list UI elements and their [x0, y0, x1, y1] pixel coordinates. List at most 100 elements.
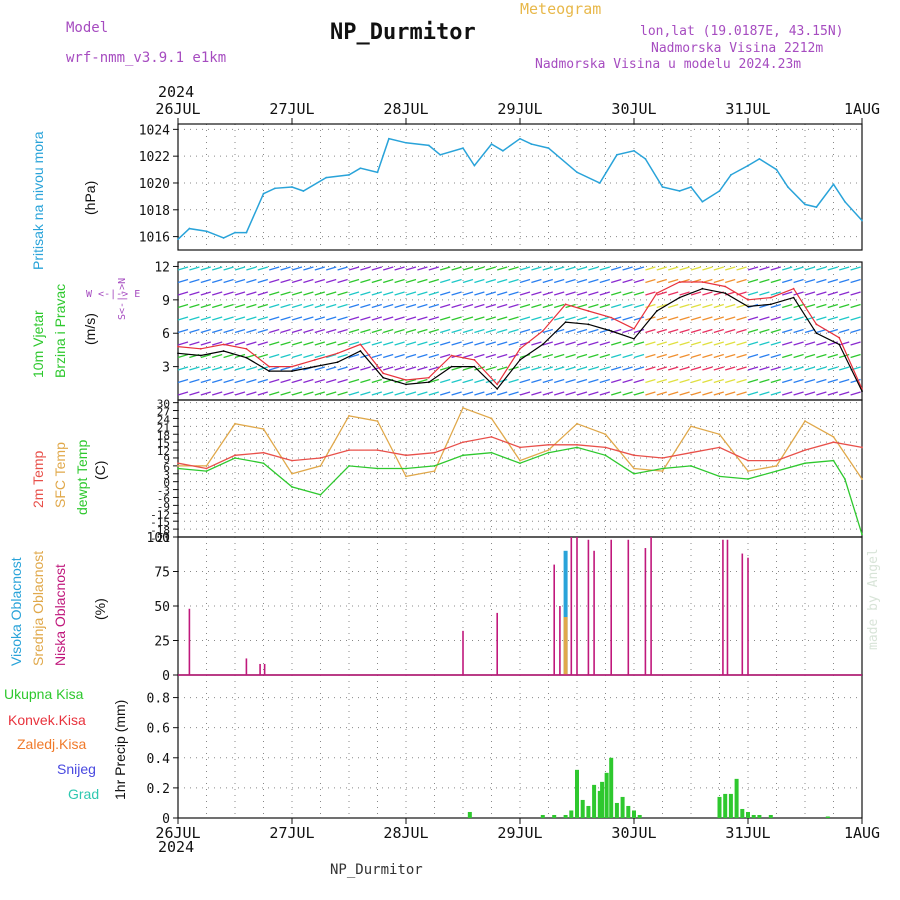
- precip-bar: [609, 757, 614, 818]
- wind-barb: [326, 366, 337, 371]
- wind-barb: [690, 353, 702, 359]
- wind-barb: [337, 278, 348, 284]
- ytick-label: 21: [157, 421, 170, 434]
- dewpoint-line-point: [262, 462, 265, 465]
- wind-barb: [542, 278, 553, 284]
- wind-barb: [611, 341, 622, 346]
- cloud-bar-low: [726, 539, 729, 675]
- wind-barb: [804, 328, 816, 334]
- wind-barb: [383, 316, 394, 321]
- wind-barb: [303, 341, 314, 346]
- wind-barb: [314, 266, 325, 271]
- sfc-temp-line-point: [633, 467, 635, 470]
- wind-barb: [451, 328, 462, 334]
- wind-barb: [633, 303, 645, 309]
- wind-barb: [314, 278, 325, 284]
- wind-barb: [383, 266, 394, 271]
- wind-barb: [690, 303, 702, 309]
- cloud-ylabel-3: Niska Oblacnost: [52, 564, 68, 666]
- date-label-bottom: 1AUG: [844, 824, 880, 842]
- wind-barb: [576, 378, 588, 384]
- wind-barb: [485, 316, 496, 321]
- wind-barb: [725, 303, 736, 309]
- wind-barb: [234, 303, 246, 309]
- wind-barb: [531, 328, 542, 334]
- wind-barb: [736, 328, 747, 334]
- wind-barb: [189, 278, 200, 284]
- wind-barb: [223, 328, 234, 334]
- wind-barb: [337, 291, 348, 296]
- ytick-label: 25: [154, 635, 170, 650]
- wind-barb: [314, 391, 325, 396]
- wind-barb: [679, 266, 690, 271]
- temp-2m-line-point: [205, 467, 208, 470]
- wind-gust-line-point: [450, 354, 453, 357]
- wind-barb: [269, 378, 280, 384]
- wind-barb: [542, 316, 553, 321]
- wind-barb: [440, 303, 451, 309]
- wind-barb: [668, 378, 679, 384]
- pressure-line-point: [861, 219, 863, 222]
- wind-barb: [668, 303, 679, 309]
- pressure-line: [177, 137, 863, 240]
- wind-barb: [576, 328, 588, 334]
- wind-barb: [200, 341, 211, 346]
- precip-legend-conv: Konvek.Kisa: [8, 712, 86, 728]
- wind-barb: [576, 316, 588, 321]
- wind-barb: [793, 316, 804, 321]
- wind-barb: [360, 378, 371, 384]
- date-label-bottom: 26JUL: [155, 824, 200, 842]
- wind-barb: [428, 353, 439, 359]
- sfc-temp-line-point: [747, 470, 749, 473]
- wind-barb: [383, 278, 394, 284]
- cloud-bar-low: [576, 537, 578, 675]
- pressure-line-point: [747, 164, 749, 167]
- ytick-label: 50: [154, 600, 170, 615]
- wind-barb: [736, 391, 747, 396]
- wind-barb: [816, 366, 827, 371]
- wind-barb: [474, 291, 485, 296]
- wind-barb: [474, 316, 485, 321]
- wind-barb: [451, 291, 462, 296]
- wind-barb: [212, 316, 223, 321]
- precip-bar: [592, 784, 597, 818]
- dewpoint-line-point: [205, 470, 208, 473]
- cloud-bar-mid: [563, 617, 568, 675]
- wind-barb: [485, 291, 496, 296]
- wind-speed-line-point: [268, 370, 271, 372]
- wind-barb: [713, 366, 724, 371]
- wind-barb: [462, 341, 474, 346]
- wind-barb: [405, 266, 417, 271]
- cloud-bar-low: [559, 606, 561, 675]
- wind-speed-line-point: [245, 356, 248, 359]
- wind-barb: [246, 328, 257, 334]
- wind-barb: [383, 291, 394, 296]
- meteogram-title: Meteogram: [520, 0, 602, 18]
- sfc-temp-line-point: [718, 433, 721, 436]
- wind-barb: [485, 341, 496, 346]
- wind-barb: [337, 353, 348, 359]
- dewpoint-line-point: [604, 454, 607, 457]
- date-label-bottom: 27JUL: [269, 824, 314, 842]
- date-label-top: 29JUL: [497, 100, 542, 118]
- wind-barb: [200, 366, 211, 371]
- wind-barb: [405, 316, 417, 321]
- pressure-line-point: [598, 182, 601, 184]
- dewpoint-line-point: [547, 451, 550, 454]
- wind-barb: [770, 366, 781, 371]
- wind-barb: [291, 353, 303, 359]
- wind-speed-line-point: [473, 365, 476, 368]
- precip-legend-snow: Snijeg: [57, 761, 96, 777]
- sfc-temp-line-point: [376, 420, 379, 422]
- wind-barb: [428, 378, 439, 384]
- wind-barb: [736, 316, 747, 321]
- wind-barb: [713, 341, 724, 346]
- wind-barb: [531, 316, 542, 321]
- wind-barb: [622, 341, 633, 346]
- temp-2m-line-point: [747, 459, 749, 462]
- pressure-line-point: [359, 167, 362, 170]
- sfc-temp-line-point: [832, 435, 835, 438]
- wind-barb: [212, 353, 223, 359]
- wind-barb: [508, 266, 519, 271]
- wind-barb: [451, 378, 462, 384]
